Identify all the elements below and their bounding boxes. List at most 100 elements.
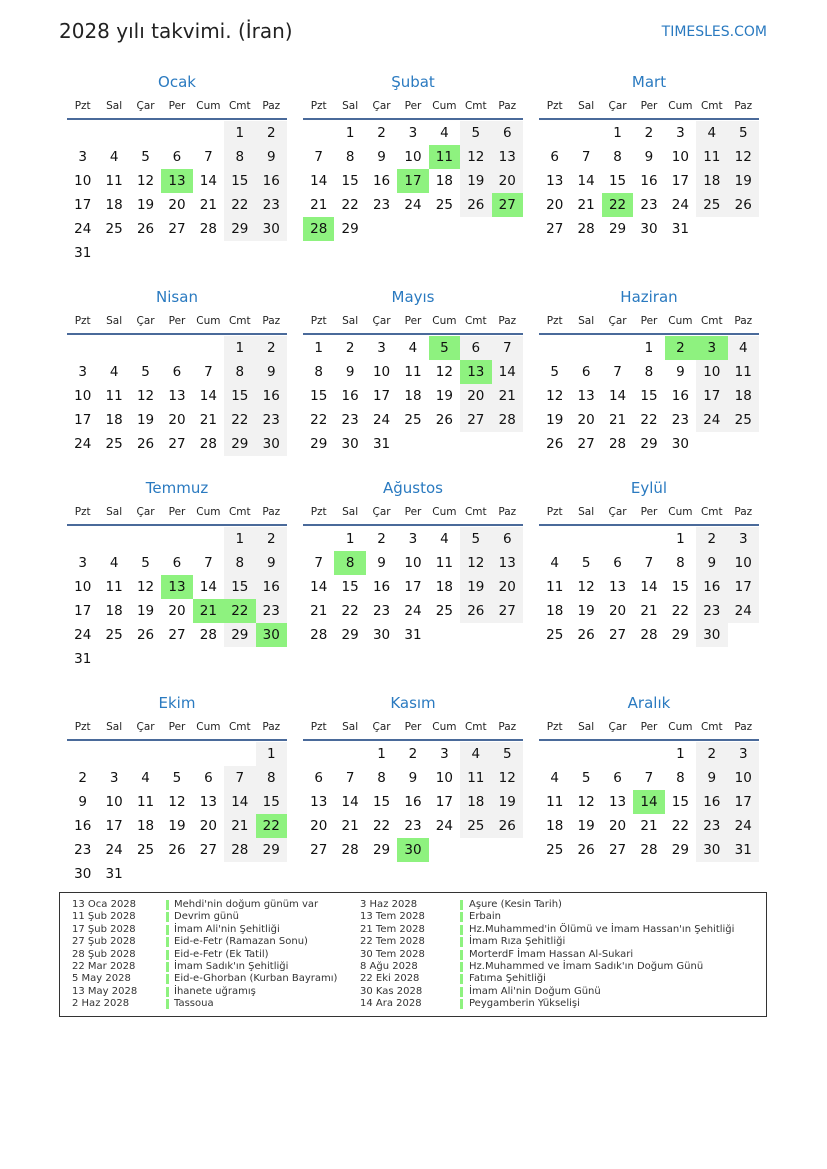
day-cell[interactable]: 10 bbox=[696, 360, 728, 384]
day-cell[interactable]: 13 bbox=[491, 145, 523, 169]
day-cell[interactable]: 11 bbox=[696, 145, 728, 169]
day-cell[interactable]: 29 bbox=[224, 432, 256, 456]
day-cell[interactable]: 5 bbox=[141, 364, 150, 380]
day-cell[interactable]: 26 bbox=[435, 412, 453, 428]
day-cell[interactable]: 4 bbox=[440, 125, 449, 141]
day-cell[interactable]: 15 bbox=[224, 169, 256, 193]
day-cell[interactable]: 5 bbox=[581, 555, 591, 571]
day-cell[interactable]: 1 bbox=[224, 527, 256, 551]
day-cell[interactable]: 9 bbox=[78, 794, 87, 810]
day-cell[interactable]: 7 bbox=[491, 336, 523, 360]
day-cell[interactable]: 9 bbox=[676, 364, 685, 380]
holiday-day[interactable]: 13 bbox=[161, 575, 193, 599]
day-cell[interactable]: 14 bbox=[577, 173, 595, 189]
day-cell[interactable]: 30 bbox=[696, 838, 728, 862]
day-cell[interactable]: 24 bbox=[404, 197, 422, 213]
day-cell[interactable]: 2 bbox=[255, 336, 287, 360]
day-cell[interactable]: 9 bbox=[345, 364, 355, 380]
day-cell[interactable]: 27 bbox=[168, 627, 186, 643]
day-cell[interactable]: 2 bbox=[377, 531, 386, 547]
day-cell[interactable]: 17 bbox=[671, 173, 689, 189]
day-cell[interactable]: 14 bbox=[199, 579, 217, 595]
day-cell[interactable]: 28 bbox=[608, 436, 627, 452]
day-cell[interactable]: 25 bbox=[404, 412, 422, 428]
day-cell[interactable]: 2 bbox=[255, 527, 287, 551]
day-cell[interactable]: 14 bbox=[491, 360, 523, 384]
day-cell[interactable]: 25 bbox=[136, 842, 155, 858]
holiday-day[interactable]: 30 bbox=[397, 838, 429, 862]
day-cell[interactable]: 23 bbox=[255, 193, 287, 217]
holiday-day[interactable]: 14 bbox=[633, 790, 665, 814]
day-cell[interactable]: 14 bbox=[199, 173, 217, 189]
day-cell[interactable]: 28 bbox=[199, 436, 217, 452]
day-cell[interactable]: 14 bbox=[199, 388, 217, 404]
day-cell[interactable]: 18 bbox=[105, 197, 123, 213]
day-cell[interactable]: 28 bbox=[199, 627, 217, 643]
day-cell[interactable]: 15 bbox=[671, 579, 689, 595]
day-cell[interactable]: 29 bbox=[224, 623, 256, 647]
day-cell[interactable]: 26 bbox=[136, 627, 155, 643]
day-cell[interactable]: 7 bbox=[345, 770, 355, 786]
day-cell[interactable]: 6 bbox=[491, 121, 523, 145]
day-cell[interactable]: 1 bbox=[345, 125, 355, 141]
day-cell[interactable]: 1 bbox=[644, 340, 654, 356]
day-cell[interactable]: 19 bbox=[435, 388, 453, 404]
day-cell[interactable]: 30 bbox=[671, 436, 689, 452]
day-cell[interactable]: 21 bbox=[491, 384, 523, 408]
day-cell[interactable]: 6 bbox=[460, 336, 492, 360]
day-cell[interactable]: 12 bbox=[460, 145, 492, 169]
day-cell[interactable]: 13 bbox=[168, 388, 186, 404]
holiday-day[interactable]: 11 bbox=[428, 145, 461, 169]
day-cell[interactable]: 31 bbox=[372, 436, 391, 452]
day-cell[interactable]: 20 bbox=[460, 384, 492, 408]
day-cell[interactable]: 6 bbox=[491, 527, 523, 551]
holiday-day[interactable]: 27 bbox=[491, 193, 523, 217]
day-cell[interactable]: 3 bbox=[408, 531, 418, 547]
day-cell[interactable]: 25 bbox=[696, 193, 728, 217]
day-cell[interactable]: 8 bbox=[224, 360, 256, 384]
day-cell[interactable]: 7 bbox=[314, 149, 323, 165]
day-cell[interactable]: 21 bbox=[310, 603, 328, 619]
day-cell[interactable]: 12 bbox=[546, 388, 564, 404]
day-cell[interactable]: 12 bbox=[168, 794, 186, 810]
day-cell[interactable]: 20 bbox=[168, 603, 186, 619]
day-cell[interactable]: 2 bbox=[696, 742, 728, 766]
day-cell[interactable]: 23 bbox=[671, 412, 689, 428]
holiday-day[interactable]: 3 bbox=[696, 336, 728, 360]
day-cell[interactable]: 25 bbox=[435, 197, 453, 213]
day-cell[interactable]: 5 bbox=[141, 555, 150, 571]
day-cell[interactable]: 27 bbox=[460, 408, 492, 432]
day-cell[interactable]: 4 bbox=[408, 340, 418, 356]
day-cell[interactable]: 10 bbox=[727, 551, 759, 575]
day-cell[interactable]: 3 bbox=[727, 527, 759, 551]
holiday-day[interactable]: 22 bbox=[601, 193, 634, 217]
day-cell[interactable]: 11 bbox=[546, 794, 564, 810]
day-cell[interactable]: 29 bbox=[608, 221, 627, 237]
day-cell[interactable]: 5 bbox=[460, 527, 492, 551]
day-cell[interactable]: 2 bbox=[696, 527, 728, 551]
day-cell[interactable]: 13 bbox=[577, 388, 595, 404]
day-cell[interactable]: 21 bbox=[608, 412, 627, 428]
day-cell[interactable]: 12 bbox=[435, 364, 453, 380]
day-cell[interactable]: 22 bbox=[341, 603, 359, 619]
day-cell[interactable]: 26 bbox=[577, 842, 595, 858]
day-cell[interactable]: 15 bbox=[608, 173, 627, 189]
day-cell[interactable]: 30 bbox=[255, 432, 287, 456]
day-cell[interactable]: 16 bbox=[255, 384, 287, 408]
day-cell[interactable]: 23 bbox=[696, 814, 728, 838]
day-cell[interactable]: 17 bbox=[696, 384, 728, 408]
day-cell[interactable]: 18 bbox=[105, 412, 123, 428]
day-cell[interactable]: 2 bbox=[408, 746, 418, 762]
day-cell[interactable]: 23 bbox=[372, 197, 391, 213]
day-cell[interactable]: 11 bbox=[727, 360, 759, 384]
day-cell[interactable]: 6 bbox=[172, 149, 182, 165]
day-cell[interactable]: 21 bbox=[640, 818, 658, 834]
day-cell[interactable]: 3 bbox=[78, 364, 87, 380]
day-cell[interactable]: 4 bbox=[141, 770, 150, 786]
day-cell[interactable]: 14 bbox=[341, 794, 359, 810]
day-cell[interactable]: 18 bbox=[546, 603, 564, 619]
holiday-day[interactable]: 22 bbox=[224, 599, 256, 623]
day-cell[interactable]: 28 bbox=[341, 842, 359, 858]
day-cell[interactable]: 19 bbox=[460, 575, 492, 599]
day-cell[interactable]: 11 bbox=[105, 579, 123, 595]
